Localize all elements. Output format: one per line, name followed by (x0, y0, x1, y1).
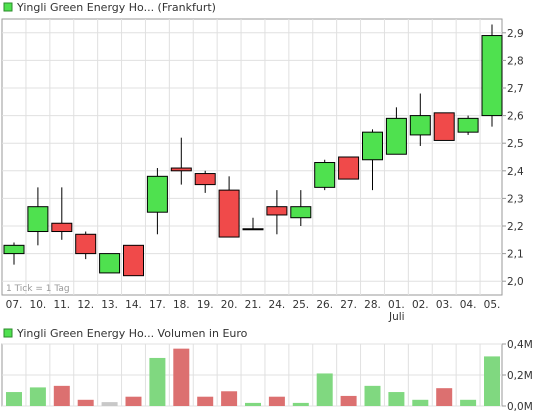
price-x-axis: 07. 10. 11. 12. 13. 14. 17. 18. 19. 20. 21. 24. 25. 2… (6, 299, 501, 311)
candle-body (266, 206, 288, 216)
price-x-tick-label: 05. (484, 299, 501, 311)
price-x-tick-label: 01. (388, 299, 405, 311)
candle-body (218, 189, 240, 238)
price-y-tick-label: 2,0 (507, 276, 524, 288)
price-x-tick-label: 20. (221, 299, 238, 311)
volume-bar (484, 356, 500, 406)
volume-bar (197, 396, 214, 406)
price-y-tick-label: 2,2 (507, 221, 524, 233)
price-y-tick-label: 2,3 (507, 193, 524, 205)
price-y-tick-label: 2,9 (507, 28, 524, 40)
volume-bar (340, 395, 357, 406)
candle-body (99, 253, 121, 274)
price-x-tick-label: 24. (269, 299, 286, 311)
candle-body (314, 162, 336, 188)
candle-body (194, 173, 216, 186)
volume-bar (29, 387, 46, 406)
volume-bar (364, 385, 381, 406)
volume-bar (53, 385, 70, 406)
price-x-tick-label: 28. (364, 299, 381, 311)
volume-bar (460, 399, 477, 406)
price-x-tick-label: 14. (125, 299, 142, 311)
price-x-tick-label: 21. (245, 299, 262, 311)
candle-body (481, 35, 503, 117)
volume-bar (77, 399, 94, 406)
candle-body (3, 244, 25, 255)
volume-y-tick-label: 0,4M (507, 339, 533, 351)
volume-bar (125, 396, 142, 406)
volume-y-tick-label: 0,0M (507, 401, 533, 413)
candle-body (433, 112, 455, 141)
volume-y-axis: 0,0M 0,2M 0,4M (502, 339, 533, 413)
price-x-tick-label: 27. (340, 299, 357, 311)
volume-bar (316, 373, 333, 406)
volume-bar (436, 388, 453, 406)
candle-body (170, 167, 192, 172)
price-x-tick-label: 04. (460, 299, 477, 311)
price-y-tick-label: 2,4 (507, 166, 524, 178)
price-x-tick-label: 25. (292, 299, 309, 311)
price-y-tick-label: 2,7 (507, 83, 524, 95)
price-x-tick-label: 13. (101, 299, 118, 311)
candle-body (242, 228, 264, 231)
volume-bar (173, 348, 190, 406)
price-x-tick-label: 02. (412, 299, 429, 311)
candle-body (27, 206, 49, 233)
candle-body (51, 222, 73, 233)
volume-panel-title: Yingli Green Energy Ho... Volumen in Eur… (16, 327, 248, 340)
price-x-tick-label: 18. (173, 299, 190, 311)
volume-bars (6, 348, 500, 406)
candle-body (123, 244, 144, 277)
volume-legend-swatch (3, 328, 13, 338)
price-y-tick-label: 2,8 (507, 55, 524, 67)
price-y-tick-label: 2,6 (507, 111, 524, 123)
price-x-tick-label: 10. (30, 299, 47, 311)
price-x-tick-label: 19. (197, 299, 214, 311)
volume-bar (221, 391, 238, 406)
volume-y-tick-label: 0,2M (507, 370, 533, 382)
volume-bar (245, 402, 261, 406)
price-panel-title: Yingli Green Energy Ho... (Frankfurt) (16, 1, 216, 14)
price-y-tick-label: 2,5 (507, 138, 524, 150)
volume-bar (268, 396, 285, 406)
price-x-tick-label: 11. (53, 299, 70, 311)
price-candles (3, 24, 503, 277)
volume-bar (412, 399, 429, 406)
volume-bar (292, 402, 309, 406)
candle-body (75, 233, 97, 255)
price-x-tick-label: 26. (316, 299, 333, 311)
price-y-axis: 2,0 2,1 2,2 2,3 2,4 2,5 2,6 2,7 2,8 2,9 (502, 28, 524, 288)
volume-bar (6, 392, 22, 406)
candle-body (385, 117, 407, 155)
volume-bar (388, 392, 405, 406)
candle-body (362, 131, 383, 161)
price-legend-swatch (3, 2, 13, 12)
candle-body (457, 117, 479, 133)
candle-body (338, 156, 360, 180)
price-y-tick-label: 2,1 (507, 249, 524, 261)
price-x-tick-label: 07. (6, 299, 23, 311)
price-x-tick-label: 03. (436, 299, 453, 311)
candle-body (409, 115, 431, 136)
candle-body (290, 206, 312, 219)
month-label-juli: Juli (388, 311, 405, 323)
volume-bar (101, 402, 118, 406)
volume-bar (149, 357, 166, 406)
candle-body (146, 175, 168, 213)
price-x-tick-label: 17. (149, 299, 166, 311)
tick-note: 1 Tick = 1 Tag (6, 284, 70, 294)
price-x-tick-label: 12. (77, 299, 94, 311)
